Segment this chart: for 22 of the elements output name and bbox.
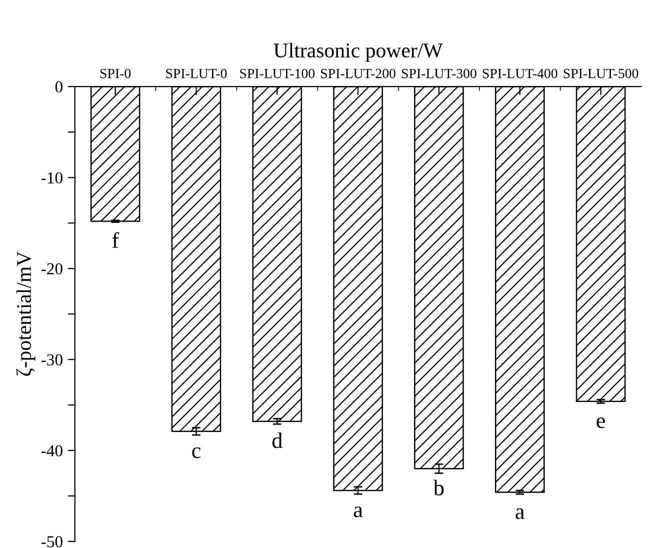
- x-tick-label: SPI-LUT-100: [240, 68, 315, 78]
- annotation: a: [354, 506, 363, 518]
- x-tick-label: SPI-LUT-400: [482, 68, 558, 78]
- annotation: f: [112, 232, 120, 248]
- y-tick-label: -30: [41, 354, 62, 366]
- y-tick-label: -20: [41, 263, 62, 274]
- x-tick-label: SPI-LUT-300: [402, 68, 476, 78]
- annotation: a: [516, 508, 524, 520]
- x-axis-title: Ultrasonic power/W: [274, 42, 443, 62]
- y-axis-title: ζ-potential/mV: [16, 251, 36, 376]
- x-tick-label: SPI-LUT-500: [564, 68, 638, 78]
- y-tick-label: 0: [55, 81, 62, 93]
- y-tick-label: -10: [41, 172, 62, 184]
- y-tick-label: -50: [41, 536, 62, 548]
- annotation: e: [596, 417, 605, 428]
- y-tick-label: -40: [41, 445, 62, 456]
- annotation: c: [192, 447, 200, 458]
- x-tick-label: SPI-0: [100, 68, 131, 78]
- x-tick-label: SPI-LUT-0: [166, 68, 227, 78]
- annotation: d: [272, 432, 282, 448]
- x-tick-label: SPI-LUT-200: [321, 68, 396, 78]
- annotation: b: [433, 480, 444, 496]
